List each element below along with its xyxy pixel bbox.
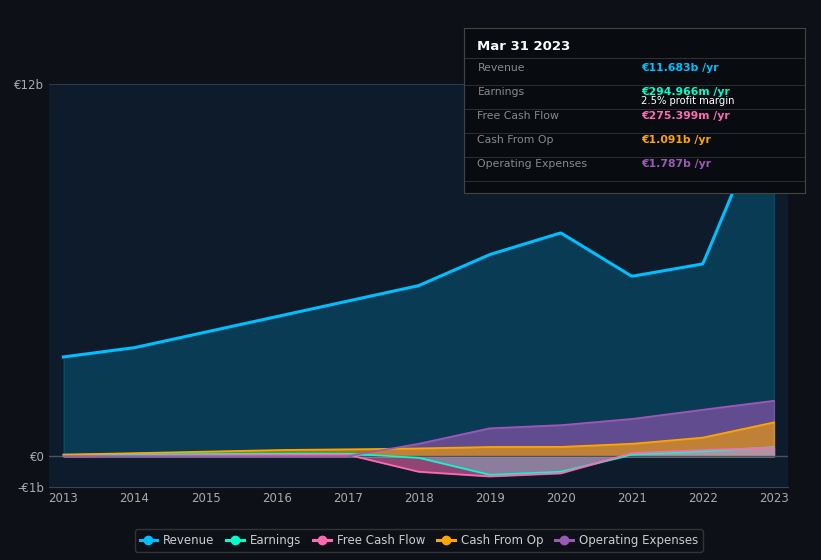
Text: €294.966m /yr: €294.966m /yr [641,87,730,97]
Text: 2.5% profit margin: 2.5% profit margin [641,96,735,106]
Text: Earnings: Earnings [478,87,525,97]
Text: Cash From Op: Cash From Op [478,136,554,146]
Text: €1.091b /yr: €1.091b /yr [641,136,711,146]
Text: Free Cash Flow: Free Cash Flow [478,111,559,122]
Text: €275.399m /yr: €275.399m /yr [641,111,730,122]
Text: €11.683b /yr: €11.683b /yr [641,63,718,73]
Legend: Revenue, Earnings, Free Cash Flow, Cash From Op, Operating Expenses: Revenue, Earnings, Free Cash Flow, Cash … [135,529,703,552]
Text: €1.787b /yr: €1.787b /yr [641,160,711,169]
Text: Mar 31 2023: Mar 31 2023 [478,40,571,53]
Text: Revenue: Revenue [478,63,525,73]
Text: Operating Expenses: Operating Expenses [478,160,588,169]
